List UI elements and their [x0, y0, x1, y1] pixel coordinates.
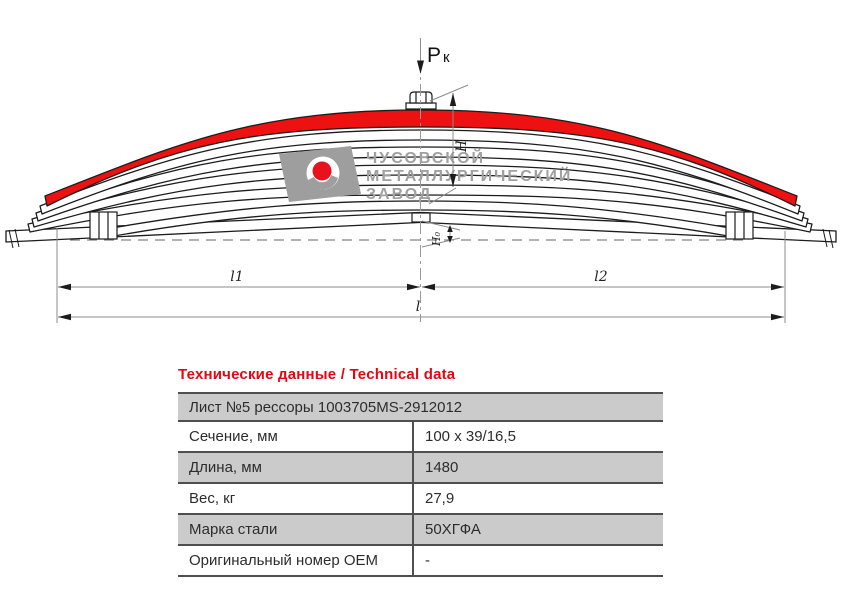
leaf-3 [35, 146, 805, 222]
spec-value: - [412, 544, 663, 576]
logo-line-1: ЧУСОВСКОЙ [366, 148, 485, 167]
spec-label: Оригинальный номер OEM [178, 544, 413, 576]
spring-leaves [5, 109, 837, 243]
spec-value: 100 x 39/16,5 [412, 420, 663, 452]
leaf-spring-drawing: ЧУСОВСКОЙ МЕТАЛЛУРГИЧЕСКИЙ ЗАВОД [5, 38, 837, 323]
dim-label-h: Н [454, 139, 470, 153]
table-row: Вес, кг 27,9 [178, 482, 663, 514]
spec-label: Сечение, мм [178, 420, 413, 452]
table-row: Марка стали 50ХГФА [178, 513, 663, 545]
dimension-lines [58, 40, 784, 318]
highlighted-leaf [44, 109, 798, 207]
spring-clamps [89, 211, 754, 240]
right-clamp [725, 211, 754, 240]
spec-label: Марка стали [178, 513, 413, 545]
leaf-tip-hatching [8, 228, 834, 249]
table-row: Длина, мм 1480 [178, 451, 663, 483]
spec-label: Вес, кг [178, 482, 413, 514]
logo-line-2: МЕТАЛЛУРГИЧЕСКИЙ [366, 166, 572, 185]
spec-value: 1480 [412, 451, 663, 483]
spec-value: 27,9 [412, 482, 663, 514]
technical-data-section: Технические данные / Technical data Лист… [178, 366, 663, 577]
force-label: P [427, 44, 441, 67]
dim-label-h0: Н₀ [430, 231, 443, 247]
technical-data-title: Технические данные / Technical data [178, 366, 456, 383]
logo-line-3: ЗАВОД [366, 186, 432, 203]
table-row: Оригинальный номер OEM - [178, 544, 663, 576]
table-row: Сечение, мм 100 x 39/16,5 [178, 420, 663, 452]
logo-dot [312, 161, 332, 181]
dim-label-l: l [416, 299, 420, 315]
table-row-header: Лист №5 рессоры 1003705MS-2912012 [178, 392, 663, 421]
force-label-sub: к [443, 49, 450, 66]
left-clamp [89, 211, 118, 240]
dimension-arrowheads [58, 60, 784, 321]
spec-label: Длина, мм [178, 451, 413, 483]
spec-table: Лист №5 рессоры 1003705MS-2912012 Сечени… [178, 392, 663, 577]
dim-label-l1: l1 [230, 269, 243, 285]
spec-value: 50ХГФА [412, 513, 663, 545]
extension-lines [56, 84, 786, 323]
leaf-2 [39, 129, 801, 215]
spec-header: Лист №5 рессоры 1003705MS-2912012 [178, 392, 663, 421]
factory-logo: ЧУСОВСКОЙ МЕТАЛЛУРГИЧЕСКИЙ ЗАВОД [279, 146, 572, 203]
dim-label-l2: l2 [594, 269, 607, 285]
logo-swoosh [308, 175, 338, 190]
